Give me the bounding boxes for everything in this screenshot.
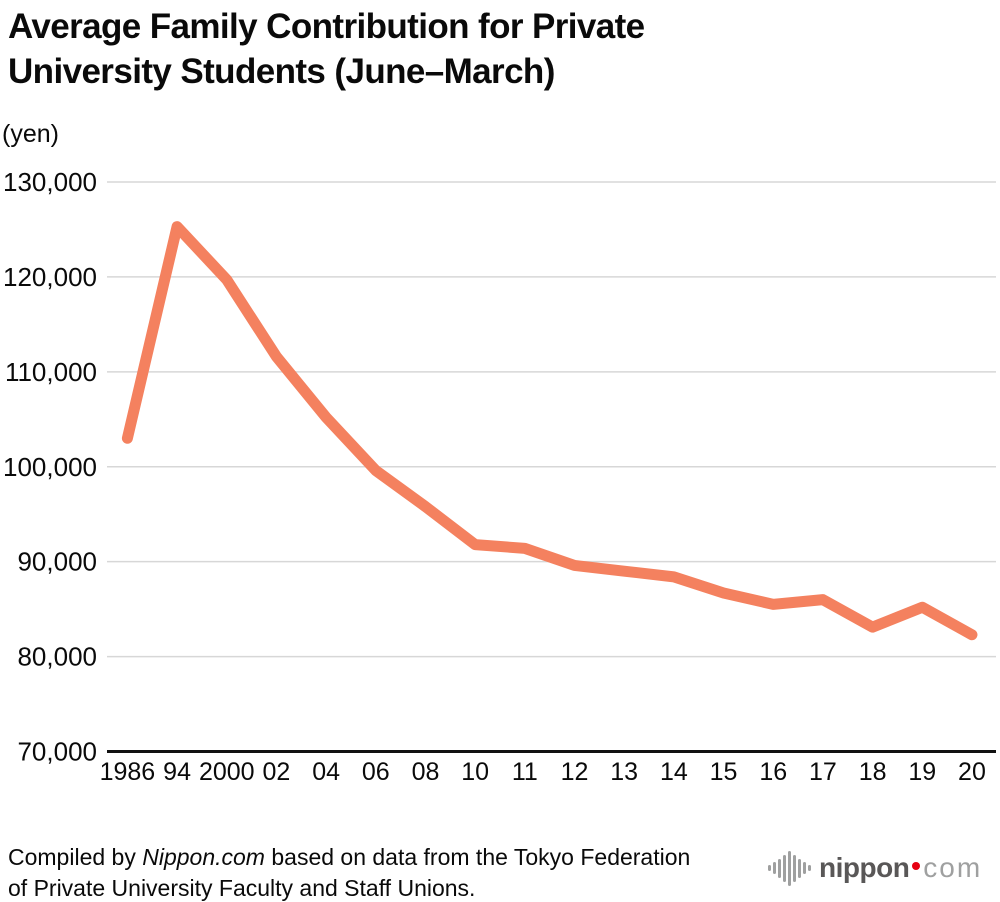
data-line-series [121, 221, 978, 641]
x-axis-tick-label: 13 [610, 758, 638, 786]
logo-bar [808, 865, 811, 871]
logo-dot-icon [912, 862, 921, 870]
source-note-suffix: based on data from the Tokyo Federation … [8, 844, 691, 901]
x-axis-tick-label: 14 [660, 758, 688, 786]
y-axis-unit-label: (yen) [2, 120, 59, 148]
y-axis-tick-label: 120,000 [3, 262, 97, 292]
logo-bar [798, 858, 801, 878]
x-axis-tick-label: 94 [163, 758, 191, 786]
logo-wordmark: nippon [819, 852, 910, 883]
soundwave-bars-icon [768, 848, 813, 888]
logo-tld: com [923, 852, 983, 883]
x-axis-tick-label: 18 [859, 758, 887, 786]
x-axis-tick-label: 10 [461, 758, 489, 786]
x-axis-tick-label: 17 [809, 758, 837, 786]
x-axis-tick-label: 19 [908, 758, 936, 786]
logo-bar [788, 850, 791, 886]
logo-bar [793, 854, 796, 882]
y-axis-tick-label: 80,000 [17, 642, 97, 672]
y-axis-tick-label: 110,000 [5, 357, 97, 387]
y-axis-tick-label: 90,000 [17, 547, 97, 577]
x-axis-tick-label: 16 [759, 758, 787, 786]
x-axis-tick-label: 02 [263, 758, 291, 786]
x-axis-tick-label: 08 [412, 758, 440, 786]
x-axis-tick-label: 11 [512, 758, 538, 786]
source-note-prefix: Compiled by [8, 844, 143, 870]
x-axis-tick-label: 04 [312, 758, 340, 786]
x-axis-tick-label: 20 [958, 758, 986, 786]
source-name: Nippon.com [142, 844, 265, 870]
y-axis-tick-label: 70,000 [17, 737, 97, 767]
logo-bar [803, 862, 806, 874]
chart-title: Average Family Contribution for Private … [8, 7, 645, 91]
x-axis-tick-label: 1986 [100, 758, 156, 786]
logo-bar [768, 865, 771, 871]
logo-bar [773, 862, 776, 874]
y-axis-tick-label: 100,000 [3, 452, 97, 482]
x-axis-tick-label: 2000 [199, 758, 255, 786]
logo-bar [778, 858, 781, 878]
nippon-logo: nippon com [768, 848, 993, 888]
logo-bar [783, 854, 786, 882]
x-axis-tick-label: 06 [362, 758, 390, 786]
source-note: Compiled by Nippon.com based on data fro… [8, 842, 690, 902]
x-axis-tick-label: 12 [561, 758, 589, 786]
y-axis-tick-label: 130,000 [3, 167, 97, 197]
x-axis-tick-label: 15 [710, 758, 738, 786]
